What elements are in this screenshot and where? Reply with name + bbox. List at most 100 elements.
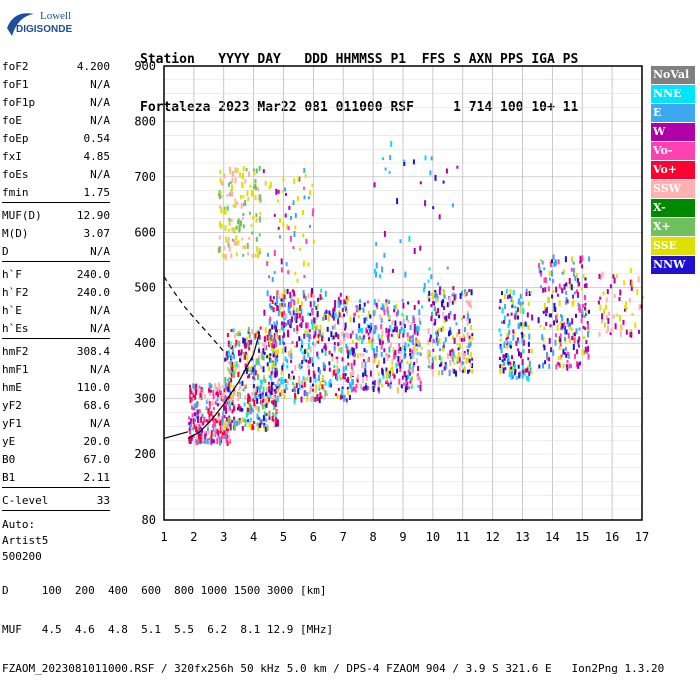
echo-point [192,427,195,431]
echo-point [402,333,405,338]
echo-point [234,369,236,375]
echo-point [460,337,463,342]
echo-point [212,395,215,400]
x-tick-label: 11 [456,530,470,544]
echo-point [424,200,427,207]
echo-point [312,317,315,322]
echo-point [233,416,235,420]
echo-point [366,324,369,329]
echo-point [287,270,290,275]
echo-point [255,331,258,335]
echo-point [380,351,383,357]
echo-point [586,321,589,324]
echo-point [218,420,221,426]
echo-point [210,410,213,416]
echo-point [339,375,341,379]
echo-point [290,215,292,220]
echo-point [281,293,284,300]
echo-point [402,322,405,326]
profile-line [163,431,189,440]
echo-point [200,434,203,439]
echo-point [518,375,521,379]
echo-point [602,291,605,296]
echo-point [293,231,296,237]
echo-point [283,288,286,294]
echo-point [334,303,337,308]
echo-point [527,324,530,330]
echo-point [294,387,297,392]
echo-point [538,267,541,274]
echo-point [250,339,253,345]
echo-point [364,369,367,373]
param-label: hmF1 [2,363,29,376]
echo-point [280,298,283,302]
echo-point [391,268,394,273]
echo-point [223,403,226,409]
echo-point [353,312,356,317]
echo-point [273,363,276,368]
echo-point [208,403,211,407]
echo-point [584,306,587,311]
echo-point [272,340,275,347]
echo-point [324,311,326,317]
echo-point [518,372,520,379]
echo-point [556,293,559,297]
echo-point [630,331,633,338]
y-tick-label: 400 [134,336,156,350]
echo-point [521,364,524,370]
echo-point [463,355,466,360]
echo-point [332,309,335,316]
echo-point [305,334,308,337]
echo-point [262,342,265,347]
echo-point [568,323,571,327]
echo-point [220,419,223,426]
echo-point [333,369,336,376]
echo-point [605,297,608,303]
echo-point [275,353,278,360]
echo-point [546,354,549,361]
echo-point [244,178,247,184]
echo-point [220,224,223,230]
echo-point [230,378,232,384]
echo-point [247,340,250,346]
echo-point [276,395,279,402]
echo-point [582,274,585,279]
echo-point [215,427,218,433]
echo-point [357,337,360,342]
echo-point [231,401,234,407]
echo-point [629,332,632,337]
echo-point [568,363,571,369]
echo-point [279,311,282,316]
echo-point [416,343,419,348]
echo-point [309,346,312,353]
echo-point [517,322,520,329]
echo-point [420,305,423,309]
echo-point [442,341,445,348]
echo-point [271,360,274,367]
echo-point [220,181,223,186]
echo-point [419,320,422,325]
echo-point [641,296,644,299]
echo-point [278,335,281,341]
echo-point [528,291,531,296]
echo-point [359,299,362,304]
echo-point [399,321,402,326]
echo-point [409,365,412,369]
echo-point [419,181,422,185]
echo-point [189,389,192,394]
echo-point [467,342,470,347]
param-label: yF1 [2,417,22,430]
echo-point [350,348,353,354]
echo-point [319,294,322,301]
echo-point [242,245,245,249]
echo-point [383,357,386,364]
echo-point [229,192,232,197]
echo-point [363,317,366,324]
echo-point [200,389,203,393]
echo-point [371,341,374,348]
echo-point [403,318,406,322]
echo-point [259,211,262,215]
echo-point [333,347,336,353]
echo-point [636,289,639,295]
echo-point [306,330,309,335]
